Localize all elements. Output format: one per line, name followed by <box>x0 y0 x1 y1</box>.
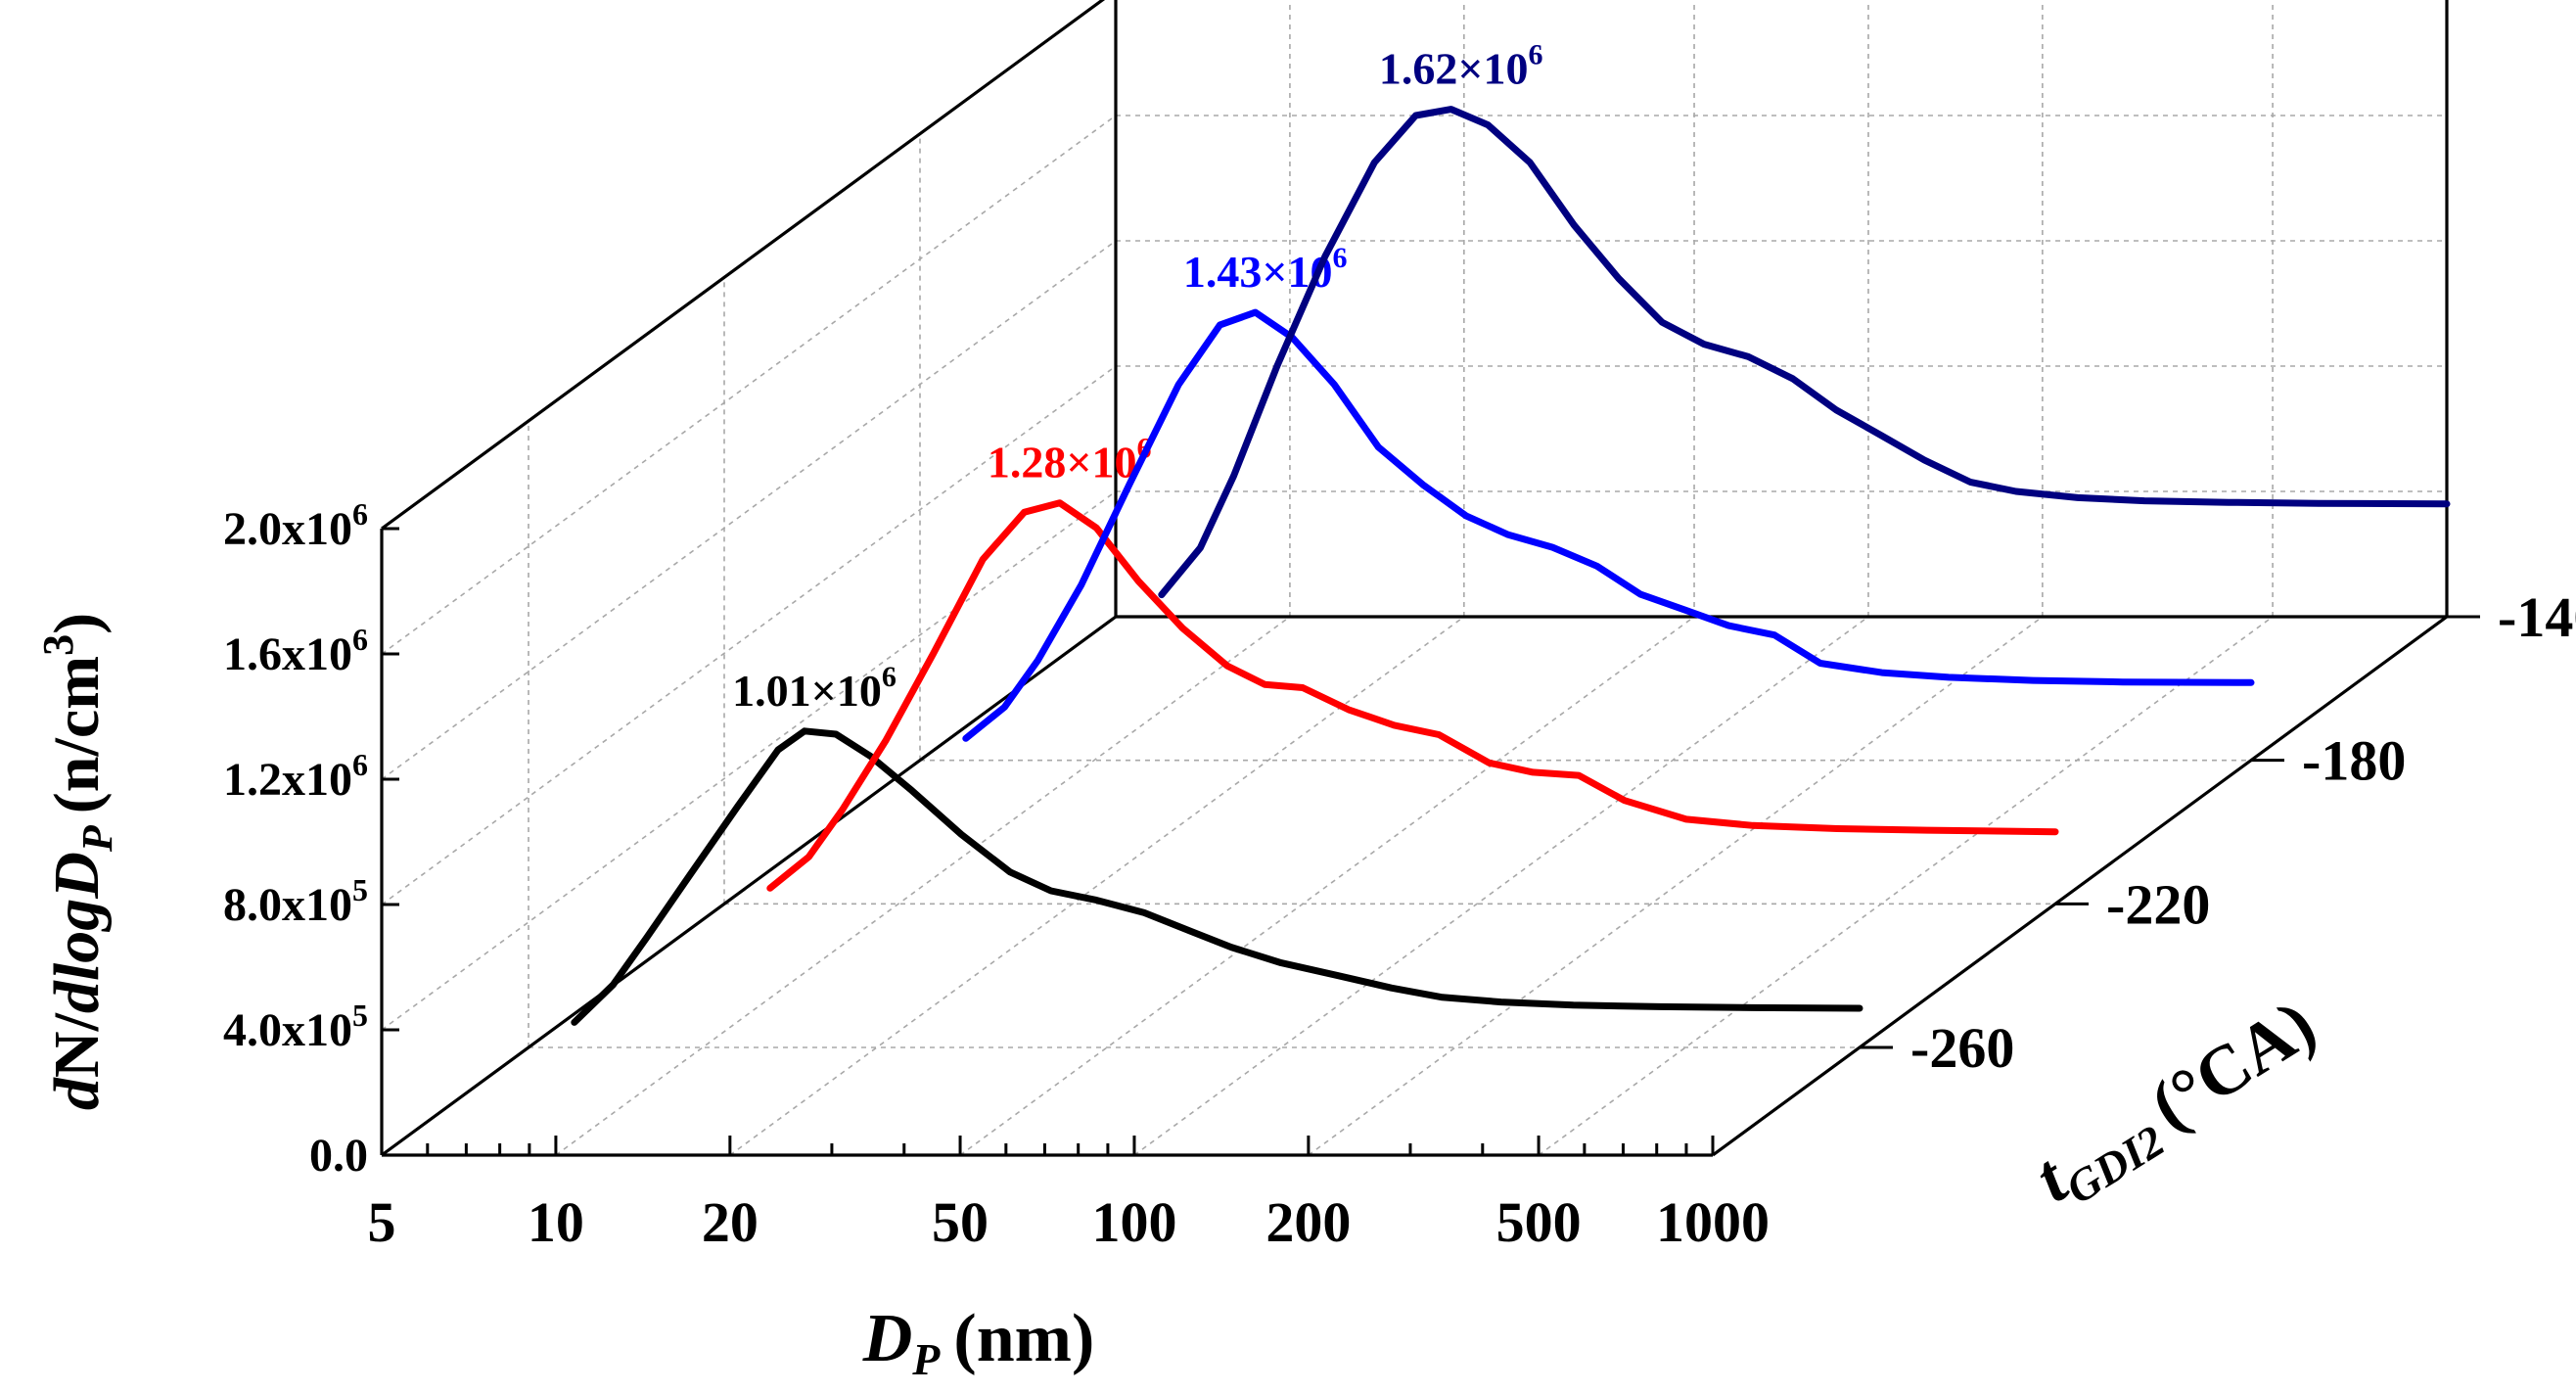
peak-label: 1.01×106 <box>732 661 897 716</box>
x-axis-title-subscript: P <box>911 1334 941 1384</box>
x-axis-title-symbol: D <box>862 1301 913 1376</box>
x-tick-label: 50 <box>932 1190 989 1254</box>
y-axis-title: dN/dlogDP(n/cm3) <box>34 613 121 1110</box>
z-tick-label: -140 <box>2498 585 2576 649</box>
axis-edge <box>1712 615 2448 1157</box>
peak-label: 1.62×106 <box>1379 39 1543 94</box>
x-tick-label: 100 <box>1091 1190 1176 1254</box>
grid-line <box>381 490 1117 1031</box>
series-line <box>962 308 2255 742</box>
grid <box>381 0 2448 1156</box>
axis-edge <box>381 0 1106 531</box>
grid-line <box>381 115 1117 655</box>
grid-line <box>1133 616 1869 1156</box>
x-tick-label: 1000 <box>1656 1190 1770 1254</box>
x-tick-label: 20 <box>702 1190 759 1254</box>
x-tick-label: 200 <box>1265 1190 1351 1254</box>
y-tick-label: 8.0x105 <box>223 872 368 931</box>
series-line <box>571 727 1863 1026</box>
x-tick-label: 5 <box>368 1190 396 1254</box>
y-tick-label: 1.6x106 <box>223 622 368 680</box>
series-line <box>766 499 2059 892</box>
z-tick-label: -260 <box>1910 1016 2014 1080</box>
y-tick-label: 2.0x106 <box>223 496 368 555</box>
z-tick-label: -180 <box>2302 729 2406 793</box>
x-axis-title: DP (nm) <box>862 1301 1095 1384</box>
y-tick-label: 4.0x105 <box>223 998 368 1056</box>
tick-group: 5 10 20 50 100 200 500 1000 0.0 4.0x105 8.0x105 1.2… <box>223 496 2576 1254</box>
x-tick-label: 10 <box>528 1190 584 1254</box>
x-tick-label: 500 <box>1496 1190 1582 1254</box>
z-axis-title: tGDI2(°CA) <box>2021 985 2332 1224</box>
z-tick-label: -220 <box>2106 872 2210 936</box>
grid-line <box>555 616 1291 1156</box>
series-line <box>1158 106 2451 599</box>
axis-frame <box>380 0 2449 1157</box>
y-tick-label: 0.0 <box>309 1130 368 1182</box>
axis-edge <box>381 615 1117 1157</box>
x-axis-title-unit: (nm) <box>953 1301 1094 1376</box>
peak-label: 1.28×106 <box>988 433 1152 488</box>
y-tick-label: 1.2x106 <box>223 747 368 806</box>
